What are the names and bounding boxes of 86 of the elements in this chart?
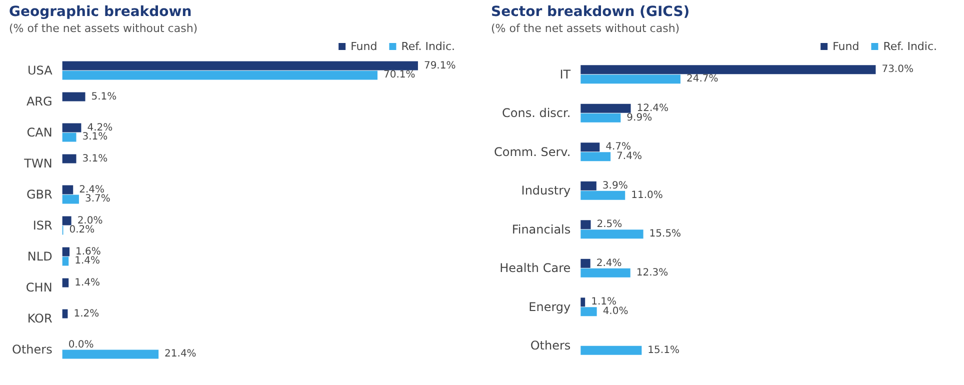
data-label: 2.5% [596, 219, 622, 230]
bar [62, 70, 378, 80]
bar [62, 309, 68, 318]
y-tick-label: TWN [23, 156, 52, 170]
data-label: 2.4% [79, 184, 105, 196]
data-label: 3.1% [82, 153, 108, 164]
bar [580, 142, 600, 152]
legend-label: Ref. Indic. [883, 40, 937, 53]
bar [62, 92, 86, 102]
chart-title: Sector breakdown (GICS) [491, 4, 690, 20]
data-label: 3.7% [84, 194, 110, 205]
y-tick-label: NLD [27, 250, 52, 264]
data-label: 12.4% [636, 102, 669, 114]
data-label: 4.2% [87, 122, 113, 134]
bar [62, 256, 69, 266]
data-label: 1.2% [74, 308, 100, 320]
bar [580, 220, 591, 230]
legend-label: Fund [350, 40, 378, 53]
bar [580, 190, 626, 200]
bar [580, 258, 590, 268]
data-label: 0.2% [69, 224, 95, 236]
y-tick-label: ISR [32, 218, 52, 232]
data-label: 15.1% [648, 344, 680, 356]
legend-label: Ref. Indic. [401, 40, 455, 53]
bar [62, 132, 76, 142]
y-tick-label: Financials [512, 222, 571, 236]
data-label: 11.0% [631, 190, 663, 201]
data-label: 1.4% [74, 277, 100, 288]
bar [580, 307, 597, 316]
bar [580, 298, 586, 307]
y-tick-label: Others [530, 338, 571, 353]
bar [580, 230, 644, 239]
bar [580, 113, 621, 122]
bar [62, 185, 74, 194]
y-tick-label: ARG [26, 94, 52, 108]
bar [62, 278, 69, 288]
data-label: 1.6% [76, 246, 101, 258]
data-label: 70.1% [383, 70, 416, 81]
bar [580, 74, 680, 84]
y-tick-label: KOR [27, 312, 52, 326]
bar [580, 104, 631, 113]
data-label: 7.4% [616, 151, 642, 162]
data-label: 1.1% [591, 296, 616, 308]
data-label: 15.5% [649, 228, 682, 240]
y-tick-label: USA [27, 64, 54, 78]
y-tick-label: Cons. discr. [502, 106, 571, 120]
legend-label: Fund [832, 40, 860, 53]
chart-subtitle: (% of the net assets without cash) [491, 22, 680, 35]
data-label: 12.3% [636, 267, 668, 278]
bar [580, 152, 611, 162]
data-label: 0.0% [68, 339, 94, 350]
bar [62, 61, 418, 70]
data-label: 4.7% [606, 142, 632, 153]
data-label: 24.7% [686, 74, 718, 85]
y-tick-label: Health Care [500, 261, 571, 276]
data-label: 3.9% [602, 180, 628, 192]
data-label: 1.4% [74, 256, 100, 267]
bar [62, 216, 72, 226]
data-label: 21.4% [164, 348, 196, 360]
data-label: 5.1% [91, 91, 117, 102]
data-label: 2.4% [596, 258, 622, 269]
bar [62, 194, 79, 204]
y-tick-label: Energy [528, 300, 571, 314]
chart-subtitle: (% of the net assets without cash) [9, 22, 198, 35]
y-tick-label: Others [12, 342, 52, 356]
bar [580, 65, 876, 74]
y-tick-label: GBR [26, 188, 52, 202]
bar [62, 154, 76, 164]
y-tick-label: CHN [26, 280, 52, 294]
data-label: 73.0% [882, 64, 914, 76]
bar [62, 247, 70, 256]
data-label: 79.1% [424, 60, 456, 72]
y-tick-label: CAN [26, 126, 52, 140]
y-tick-label: Comm. Serv. [494, 144, 571, 159]
bar [62, 350, 159, 359]
data-label: 3.1% [82, 132, 108, 143]
y-tick-label: IT [560, 67, 572, 82]
bar [580, 268, 630, 278]
y-tick-label: Industry [521, 184, 571, 198]
bar [580, 181, 596, 190]
data-label: 4.0% [602, 306, 628, 318]
data-label: 9.9% [626, 112, 652, 124]
chart-title: Geographic breakdown [9, 4, 192, 20]
data-label: 2.0% [77, 215, 103, 226]
bar [62, 123, 82, 132]
bar [580, 346, 642, 355]
